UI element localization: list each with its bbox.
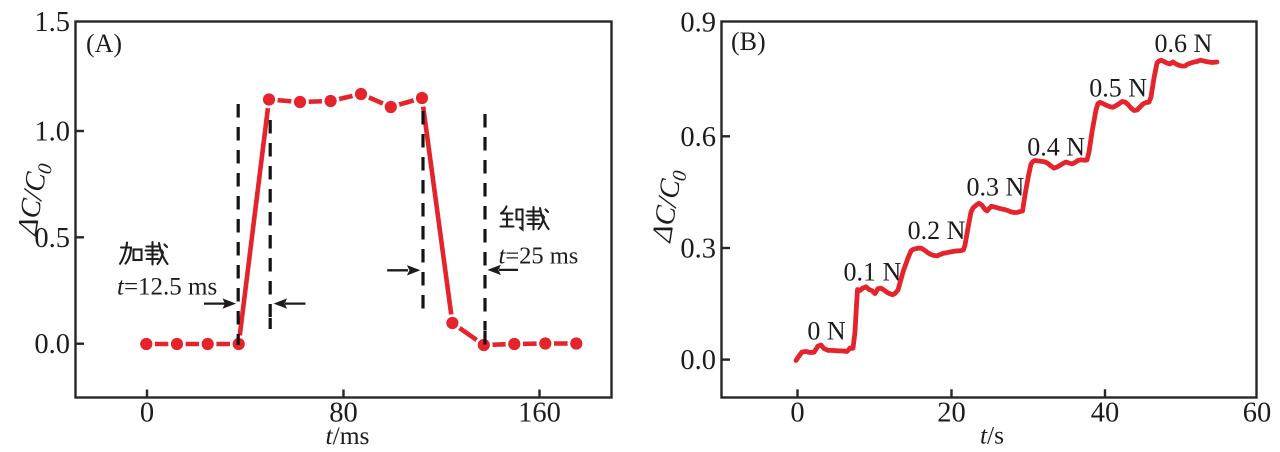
svg-text:1.5: 1.5 [34, 7, 70, 38]
svg-text:(A): (A) [86, 29, 122, 58]
svg-text:t=12.5 ms: t=12.5 ms [117, 274, 217, 301]
svg-text:0.4 N: 0.4 N [1027, 133, 1085, 162]
svg-text:t/s: t/s [980, 421, 1004, 450]
svg-text:160: 160 [518, 398, 561, 429]
svg-text:0.5 N: 0.5 N [1089, 74, 1147, 103]
svg-text:0.6: 0.6 [680, 122, 716, 153]
svg-text:t=25 ms: t=25 ms [499, 243, 579, 270]
svg-text:0: 0 [790, 398, 804, 429]
svg-text:0.5: 0.5 [34, 223, 70, 254]
svg-text:0.1 N: 0.1 N [844, 257, 902, 286]
svg-text:0: 0 [140, 398, 154, 429]
svg-text:0.3 N: 0.3 N [967, 173, 1025, 202]
svg-text:0.0: 0.0 [680, 345, 716, 376]
svg-text:0.9: 0.9 [680, 8, 716, 39]
svg-text:0.2 N: 0.2 N [908, 216, 966, 245]
svg-text:0.3: 0.3 [680, 234, 716, 265]
svg-text:80: 80 [329, 398, 358, 429]
svg-text:60: 60 [1243, 398, 1272, 429]
svg-text:(B): (B) [731, 27, 766, 56]
svg-text:0.0: 0.0 [34, 329, 70, 360]
svg-text:0.6 N: 0.6 N [1155, 29, 1213, 58]
svg-text:20: 20 [937, 398, 966, 429]
svg-text:1.0: 1.0 [34, 117, 70, 148]
svg-text:0 N: 0 N [807, 317, 846, 346]
svg-text:40: 40 [1091, 398, 1120, 429]
svg-text:t/ms: t/ms [326, 421, 370, 450]
